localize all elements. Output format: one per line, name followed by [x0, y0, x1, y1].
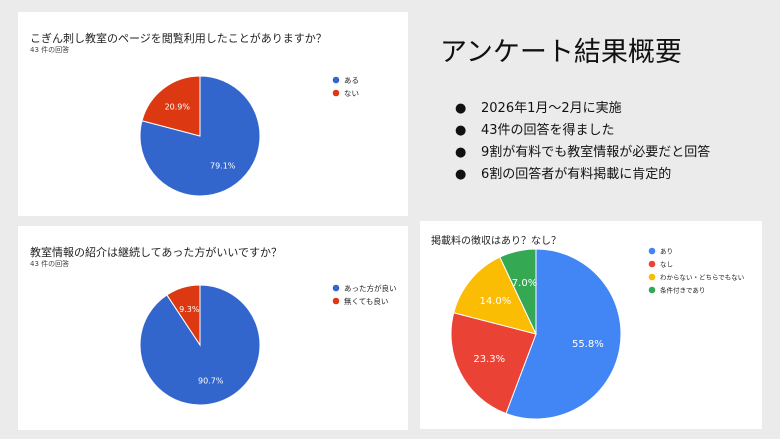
legend-marker-1	[332, 76, 340, 84]
slice-label-3: 14.0%	[480, 296, 512, 307]
pie-slice-1	[505, 248, 622, 420]
pie-slice-2	[166, 284, 201, 347]
chart-title: 教室情報の紹介は継続してあった方がいいですか？	[30, 246, 283, 259]
legend-entry-1: ある	[344, 76, 359, 85]
bullet-dot-icon: ●	[455, 101, 467, 116]
pie-slice-3	[453, 256, 537, 335]
bullet-dot-icon: ●	[455, 167, 467, 182]
chart-card-viewed: こぎん刺し教室のページを閲覧利用したことがありますか？ 43 件の回答 79.1…	[18, 12, 408, 216]
legend-entry-1: あり	[660, 247, 673, 255]
legend-marker-2	[648, 260, 656, 268]
slice-label-2: 20.9%	[165, 102, 191, 111]
summary-list: ● 2026年1月～2月に実施 ● 43件の回答を得ました ● 9割が有料でも教室情報…	[455, 98, 710, 186]
chart-card-continue: 教室情報の紹介は継続してあった方がいいですか？ 43 件の回答 90.7% 9.3…	[18, 226, 408, 430]
legend-entry-2: ない	[344, 89, 359, 98]
legend-entry-3: わからない・どちらでもない	[660, 273, 744, 281]
slice-label-1: 90.7%	[198, 376, 224, 385]
legend-marker-1	[332, 284, 340, 292]
pie-slice-2	[450, 312, 537, 415]
legend-entry-2: 無くても良い	[344, 296, 388, 306]
chart-subtitle: 43 件の回答	[30, 260, 70, 268]
chart-title: こぎん刺し教室のページを閲覧利用したことがありますか？	[30, 32, 327, 45]
list-item: ● 9割が有料でも教室情報が必要だと回答	[455, 142, 710, 164]
list-item: ● 2026年1月～2月に実施	[455, 98, 710, 120]
legend-entry-2: なし	[660, 260, 673, 268]
legend-marker-1	[648, 247, 656, 255]
legend-entry-1: あった方が良い	[344, 283, 397, 293]
chart-card-fee: 掲載料の徴収はあり？なし？ 55.8% 23.3% 14.0% 7.0% ありなしわから…	[420, 221, 762, 429]
list-item: ● 6割の回答者が有料掲載に肯定的	[455, 164, 710, 186]
legend-marker-2	[332, 297, 340, 305]
legend-marker-3	[648, 273, 656, 281]
chart-title: 掲載料の徴収はあり？なし？	[431, 236, 561, 247]
slice-label-4: 7.0%	[512, 278, 537, 289]
slice-label-2: 9.3%	[179, 305, 200, 314]
chart-subtitle: 43 件の回答	[30, 46, 70, 54]
list-item: ● 43件の回答を得ました	[455, 120, 710, 142]
legend-marker-2	[332, 89, 340, 97]
bullet-dot-icon: ●	[455, 123, 467, 138]
bullet-dot-icon: ●	[455, 145, 467, 160]
legend-marker-4	[648, 286, 656, 294]
slice-label-1: 79.1%	[210, 161, 236, 170]
slice-label-2: 23.3%	[473, 354, 505, 365]
pie-slice-4	[499, 248, 537, 335]
page-title: アンケート結果概要	[440, 37, 682, 68]
slice-label-1: 55.8%	[572, 339, 604, 350]
legend-entry-4: 条件付きであり	[660, 285, 705, 294]
pie-chart-fee: 55.8% 23.3% 14.0%7.0% ありなしわからない・どちらでもない条件付き…	[450, 247, 744, 420]
pie-slice-2	[141, 75, 201, 137]
